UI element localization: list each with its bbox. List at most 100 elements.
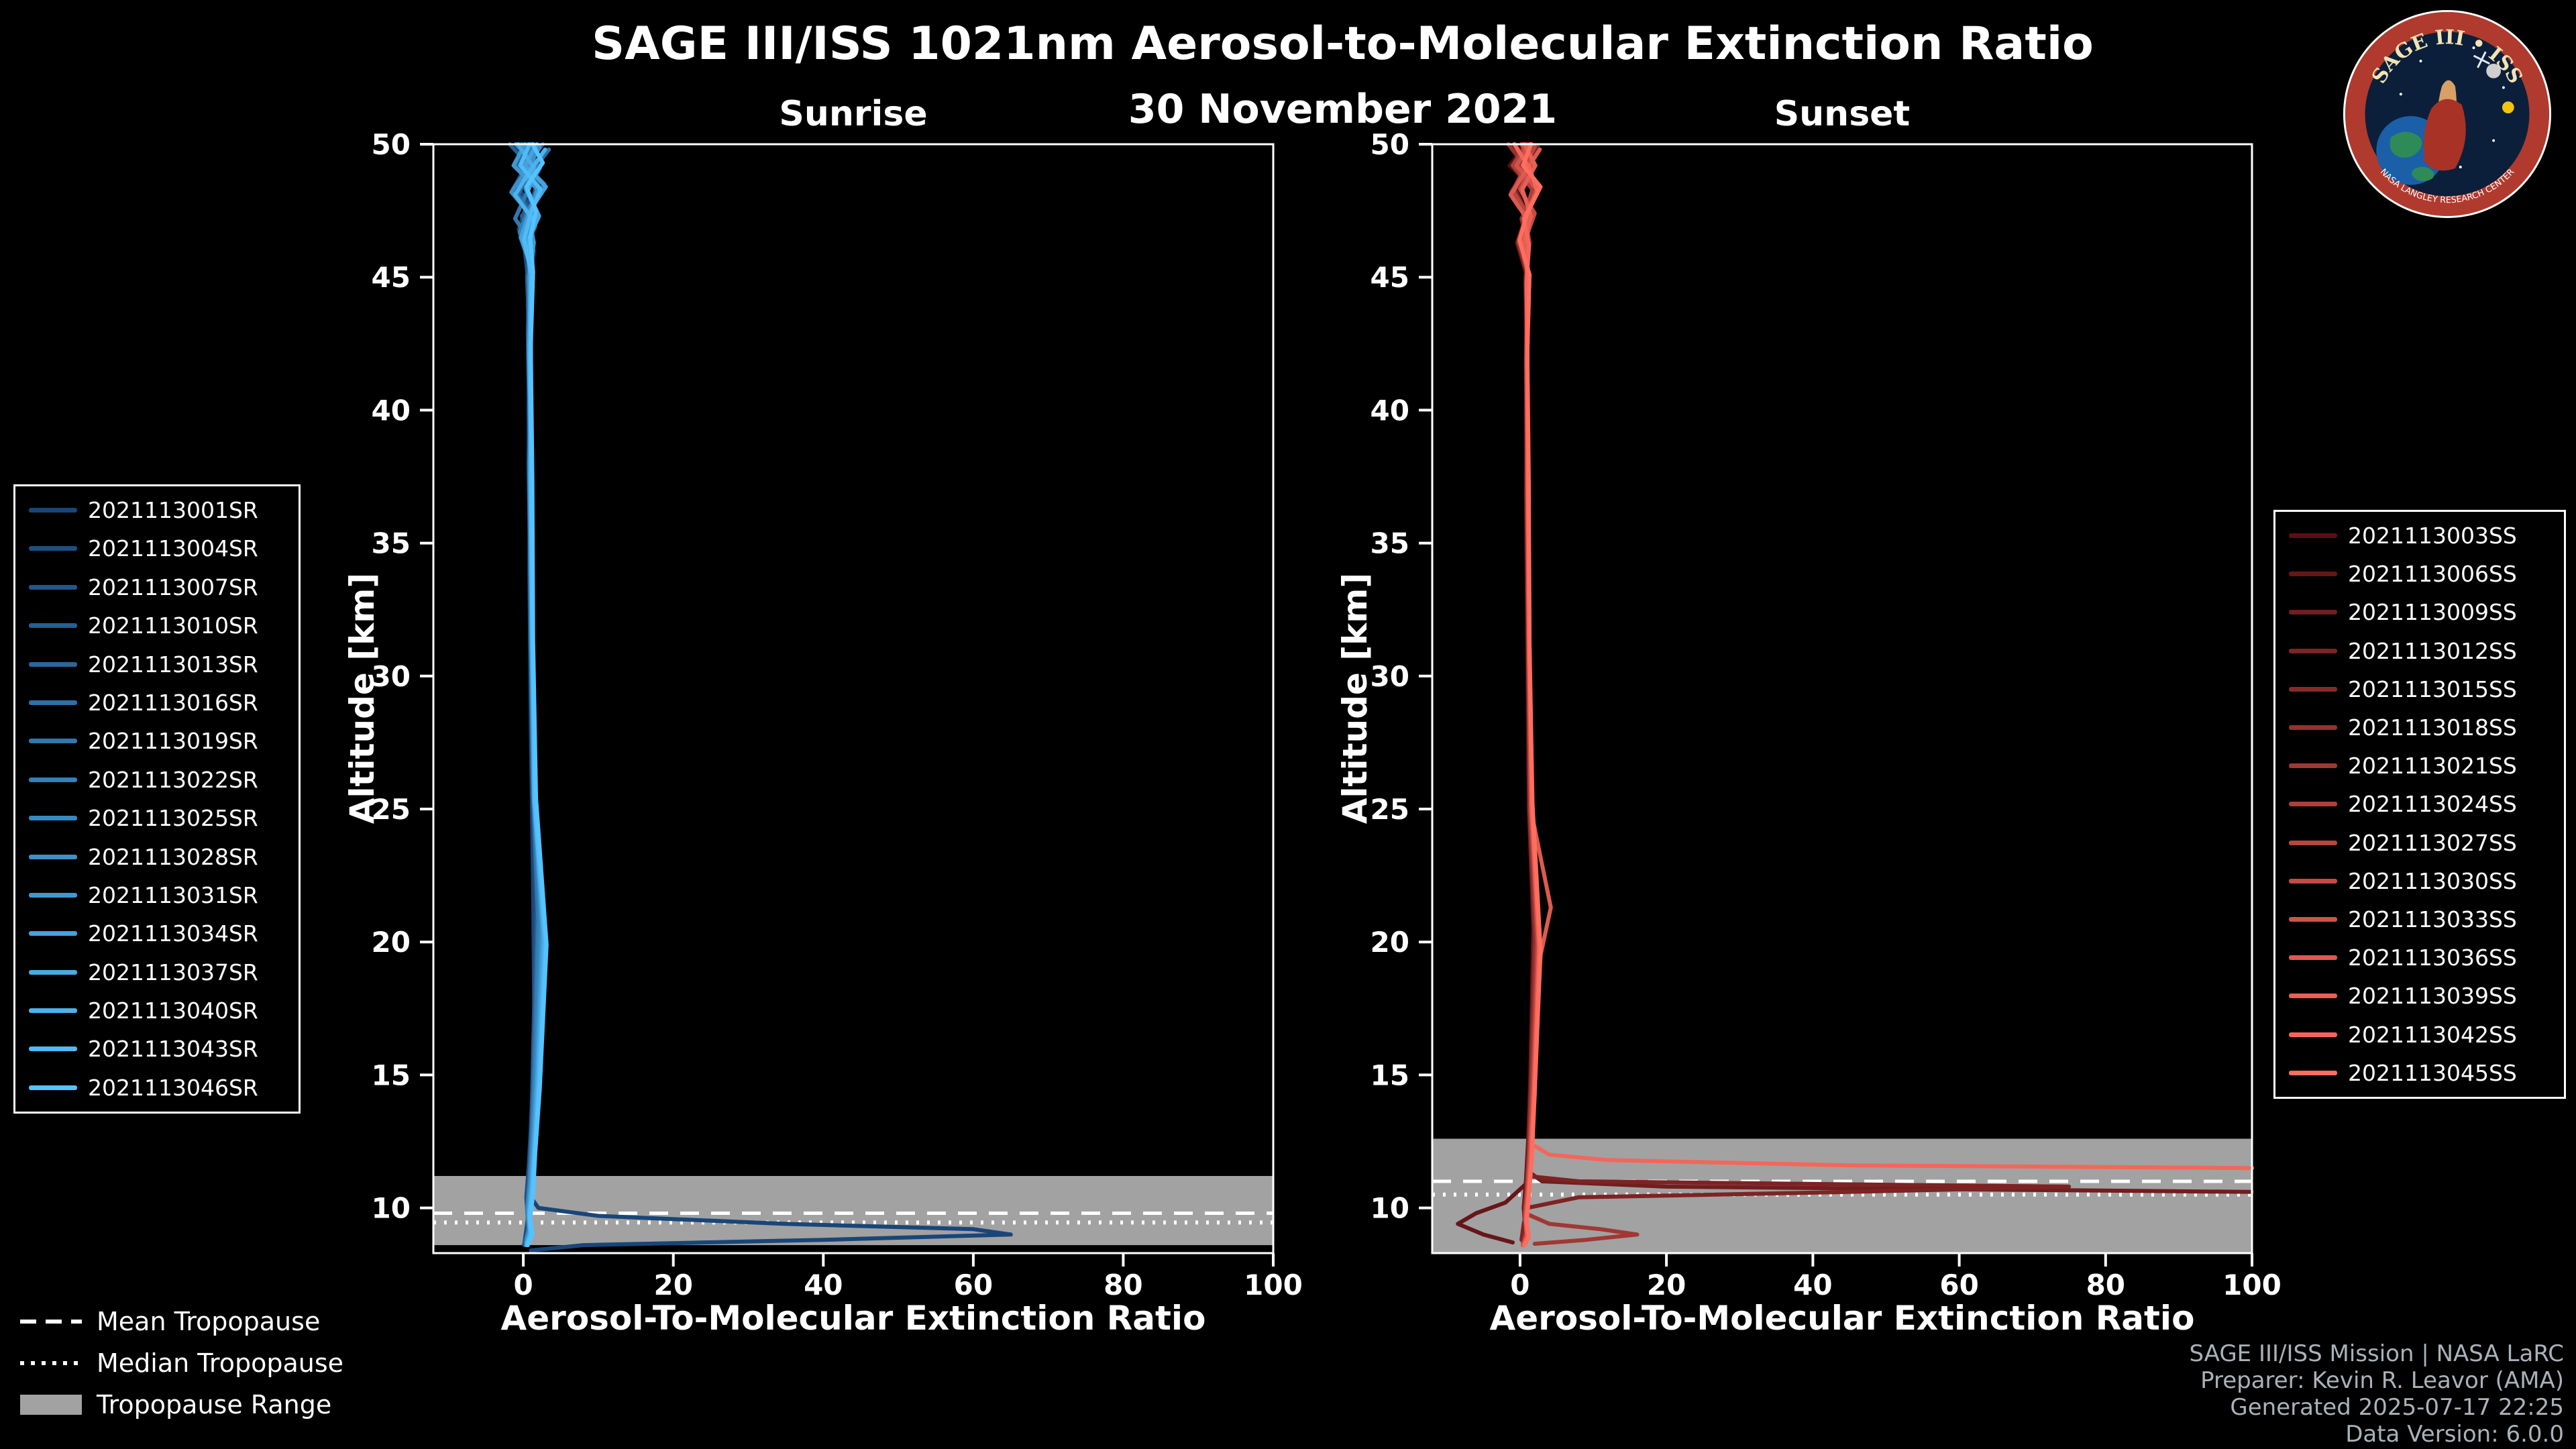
legend-label: 2021113043SR (88, 1036, 258, 1063)
legend-line-swatch (29, 931, 77, 936)
legend-line-swatch (29, 1085, 77, 1090)
x-tick-label: 60 (1939, 1269, 1978, 1301)
legend-label: 2021113012SS (2348, 637, 2517, 664)
logo-drape (2423, 99, 2466, 171)
legend-label: 2021113039SS (2348, 983, 2517, 1010)
legend-item: 2021113013SR (29, 651, 285, 678)
sunrise-plot-canvas: 0 20 40 60 80 100 10 15 20 25 30 35 40 45 50 (372, 128, 1303, 1301)
legend-line-swatch (29, 1046, 77, 1052)
mean-tropopause-label: Mean Tropopause (97, 1307, 321, 1336)
median-tropopause-legend-item: Median Tropopause (20, 1348, 343, 1378)
logo-continent (2390, 131, 2422, 158)
legend-item: 2021113007SR (29, 574, 285, 600)
legend-item: 2021113042SS (2289, 1022, 2551, 1048)
legend-item: 2021113036SS (2289, 945, 2551, 971)
legend-line-swatch (2289, 840, 2337, 845)
legend-item: 2021113021SS (2289, 753, 2551, 779)
legend-item: 2021113034SR (29, 920, 285, 947)
legend-line-swatch (29, 854, 77, 859)
x-tick-label: 40 (1793, 1269, 1832, 1301)
sunset-y-axis-label: Altitude [km] (1336, 572, 1375, 824)
sunset-plot-canvas: 0 20 40 60 80 100 10 15 20 25 30 35 40 45 50 (1371, 128, 2282, 1301)
gray-band-swatch (20, 1395, 82, 1415)
x-tick-label: 100 (2222, 1269, 2282, 1301)
legend-label: 2021113003SS (2348, 523, 2517, 549)
legend-item: 2021113015SS (2289, 676, 2551, 702)
legend-item: 2021113006SS (2289, 561, 2551, 587)
legend-label: 2021113045SS (2348, 1059, 2517, 1086)
y-tick-label: 35 (1371, 527, 1409, 560)
legend-item: 2021113030SS (2289, 868, 2551, 894)
sunset-plot: 0 20 40 60 80 100 10 15 20 25 30 35 40 45 50 (1371, 128, 2282, 1301)
legend-item: 2021113043SR (29, 1036, 285, 1062)
profile-line (1456, 142, 1536, 1245)
legend-label: 2021113042SS (2348, 1021, 2517, 1048)
legend-label: 2021113028SR (88, 843, 258, 870)
legend-label: 2021113033SS (2348, 906, 2517, 933)
legend-line-swatch (2289, 610, 2337, 615)
legend-item: 2021113024SS (2289, 791, 2551, 817)
legend-label: 2021113018SS (2348, 714, 2517, 741)
page-title: SAGE III/ISS 1021nm Aerosol-to-Molecular… (592, 17, 2094, 70)
dotted-line-swatch (20, 1361, 82, 1365)
legend-label: 2021113019SR (88, 728, 258, 755)
legend-item: 2021113009SS (2289, 599, 2551, 625)
sunrise-y-axis-label: Altitude [km] (343, 572, 382, 824)
legend-line-swatch (29, 816, 77, 821)
y-tick-label: 20 (1371, 926, 1409, 959)
y-tick-label: 50 (1371, 128, 1409, 161)
legend-line-swatch (29, 700, 77, 705)
legend-line-swatch (2289, 917, 2337, 922)
tropopause-range-legend-item: Tropopause Range (20, 1390, 343, 1419)
y-tick-label: 25 (1371, 793, 1409, 826)
attribution-footer: SAGE III/ISS Mission | NASA LaRC Prepare… (2189, 1340, 2564, 1448)
y-tick-label: 15 (1371, 1059, 1409, 1091)
legend-item: 2021113016SR (29, 690, 285, 716)
profile-line (1512, 142, 2254, 1171)
x-tick-label: 60 (954, 1269, 993, 1301)
legend-item: 2021113018SS (2289, 714, 2551, 741)
legend-item: 2021113004SR (29, 535, 285, 561)
legend-label: 2021113030SS (2348, 867, 2517, 894)
x-tick-label: 80 (1104, 1269, 1142, 1301)
legend-label: 2021113001SR (88, 497, 258, 523)
data-version: Data Version: 6.0.0 (2345, 1421, 2564, 1448)
legend-item: 2021113022SR (29, 767, 285, 793)
x-tick-label: 40 (804, 1269, 843, 1301)
plot-border (1431, 143, 2253, 1254)
y-tick-label: 20 (372, 926, 411, 959)
sunrise-plot: 0 20 40 60 80 100 10 15 20 25 30 35 40 45 50 (372, 128, 1303, 1301)
profile-line (1515, 142, 2254, 1194)
legend-item: 2021113003SS (2289, 523, 2551, 549)
x-tick-label: 100 (1244, 1269, 1303, 1301)
y-tick-label: 45 (1371, 261, 1409, 294)
legend-label: 2021113025SR (88, 805, 258, 832)
legend-label: 2021113037SR (88, 959, 258, 985)
profile-line (1517, 142, 1543, 1248)
legend-line-swatch (29, 661, 77, 667)
legend-line-swatch (29, 969, 77, 975)
legend-label: 2021113022SR (88, 766, 258, 793)
legend-line-swatch (29, 739, 77, 744)
y-tick-label: 10 (372, 1192, 411, 1225)
legend-item: 2021113025SR (29, 805, 285, 831)
legend-line-swatch (2289, 802, 2337, 807)
legend-line-swatch (2289, 725, 2337, 731)
x-tick-label: 20 (653, 1269, 692, 1301)
profile-line (512, 142, 1013, 1252)
legend-label: 2021113004SR (88, 535, 258, 562)
sunrise-legend: 2021113001SR 2021113004SR 2021113007SR 2021… (13, 484, 301, 1114)
y-tick-label: 15 (372, 1059, 411, 1091)
legend-line-swatch (2289, 648, 2337, 653)
legend-label: 2021113016SR (88, 689, 258, 716)
logo-sun (2502, 101, 2514, 114)
legend-line-swatch (2289, 1070, 2337, 1075)
preparer-credit: Preparer: Kevin R. Leavor (AMA) (2200, 1367, 2564, 1394)
legend-label: 2021113046SR (88, 1074, 258, 1101)
legend-label: 2021113024SS (2348, 791, 2517, 818)
y-tick-label: 30 (372, 660, 411, 693)
legend-label: 2021113034SR (88, 920, 258, 947)
date-subtitle: 30 November 2021 (1128, 86, 1558, 133)
legend-label: 2021113013SR (88, 651, 258, 678)
x-tick-label: 0 (513, 1269, 533, 1301)
